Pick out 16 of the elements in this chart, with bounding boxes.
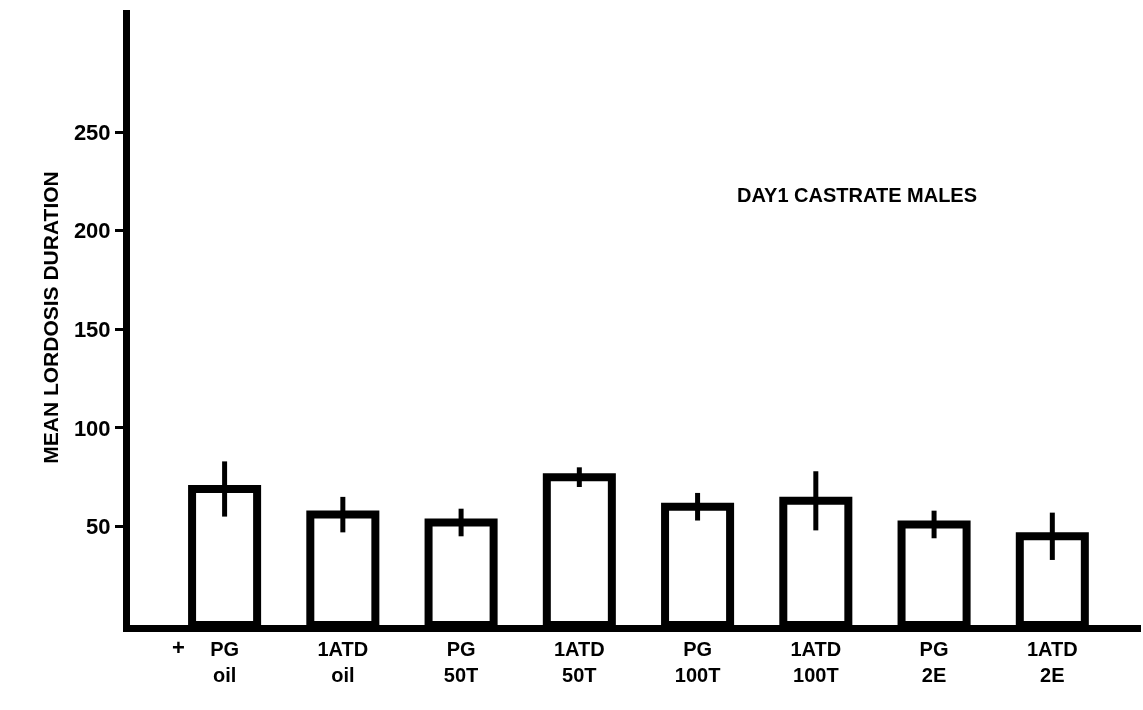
x-tick-label: PG oil bbox=[210, 638, 240, 686]
y-tick-label: 50 bbox=[86, 514, 111, 540]
y-axis-title: MEAN LORDOSIS DURATION bbox=[39, 171, 63, 464]
x-tick-label: PG 100T bbox=[674, 638, 721, 686]
y-tick-label: 150 bbox=[73, 317, 111, 343]
x-tick-label: 1ATD 50T bbox=[553, 638, 605, 686]
annotation: DAY1 CASTRATE MALES bbox=[737, 184, 978, 206]
x-tick-label: PG 50T bbox=[443, 638, 479, 686]
x-tick-label: PG 2E bbox=[919, 638, 949, 686]
x-tick-label: 1ATD oil bbox=[317, 638, 369, 686]
text: + bbox=[172, 635, 185, 660]
x-tick-label: 1ATD 2E bbox=[1026, 638, 1078, 686]
y-tick-label: 100 bbox=[73, 415, 111, 441]
x-tick-label: 1ATD 100T bbox=[790, 638, 842, 686]
y-tick-label: 200 bbox=[73, 218, 111, 244]
y-tick-label: 250 bbox=[73, 119, 111, 145]
